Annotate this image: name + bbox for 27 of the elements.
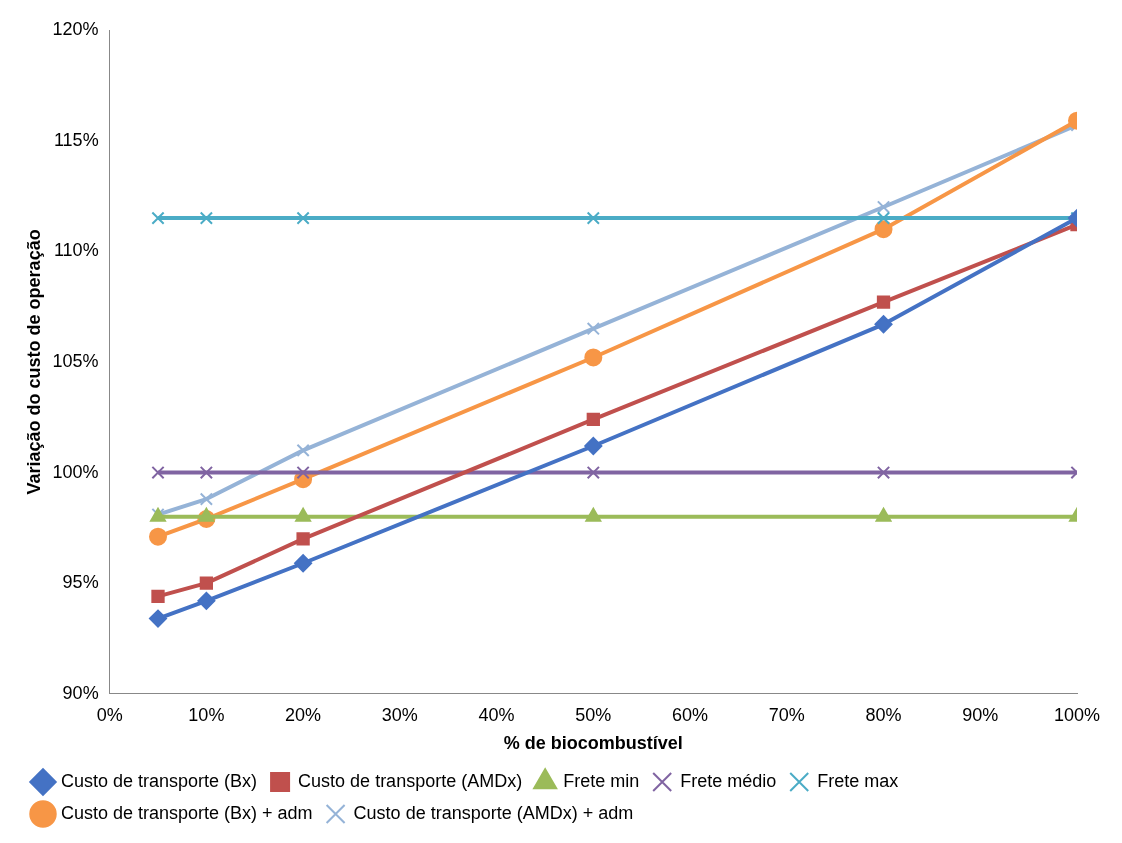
legend-label: Frete médio	[680, 770, 777, 791]
legend-label: Frete max	[817, 770, 899, 791]
y-tick-label: 95%	[62, 572, 99, 593]
legend-label: Custo de transporte (Bx) + adm	[61, 802, 313, 823]
y-tick-label: 110%	[53, 240, 99, 261]
legend-label: Custo de transporte (Bx)	[61, 770, 258, 791]
x-tick-label: 70%	[768, 704, 805, 725]
legend-label: Custo de transporte (AMDx)	[298, 770, 523, 791]
x-tick-label: 90%	[962, 704, 999, 725]
y-tick-label: 115%	[53, 129, 99, 150]
x-tick-label: 40%	[478, 704, 515, 725]
x-tick-label: 50%	[575, 704, 612, 725]
x-tick-label: 100%	[1053, 704, 1101, 725]
x-tick-label: 20%	[285, 704, 322, 725]
legend-label: Custo de transporte (AMDx) + adm	[353, 802, 634, 823]
x-tick-label: 30%	[381, 704, 418, 725]
y-tick-label: 120%	[52, 18, 99, 39]
y-tick-label: 100%	[52, 461, 99, 482]
x-tick-label: 80%	[865, 704, 902, 725]
x-tick-label: 0%	[96, 704, 123, 725]
y-axis-title: Variação do custo de operação	[23, 229, 44, 495]
y-tick-label: 105%	[52, 350, 99, 371]
legend-label: Frete min	[563, 770, 640, 791]
x-tick-label: 60%	[672, 704, 709, 725]
x-tick-label: 10%	[188, 704, 225, 725]
y-tick-label: 90%	[62, 682, 99, 703]
x-axis-title: % de biocombustível	[503, 733, 683, 754]
